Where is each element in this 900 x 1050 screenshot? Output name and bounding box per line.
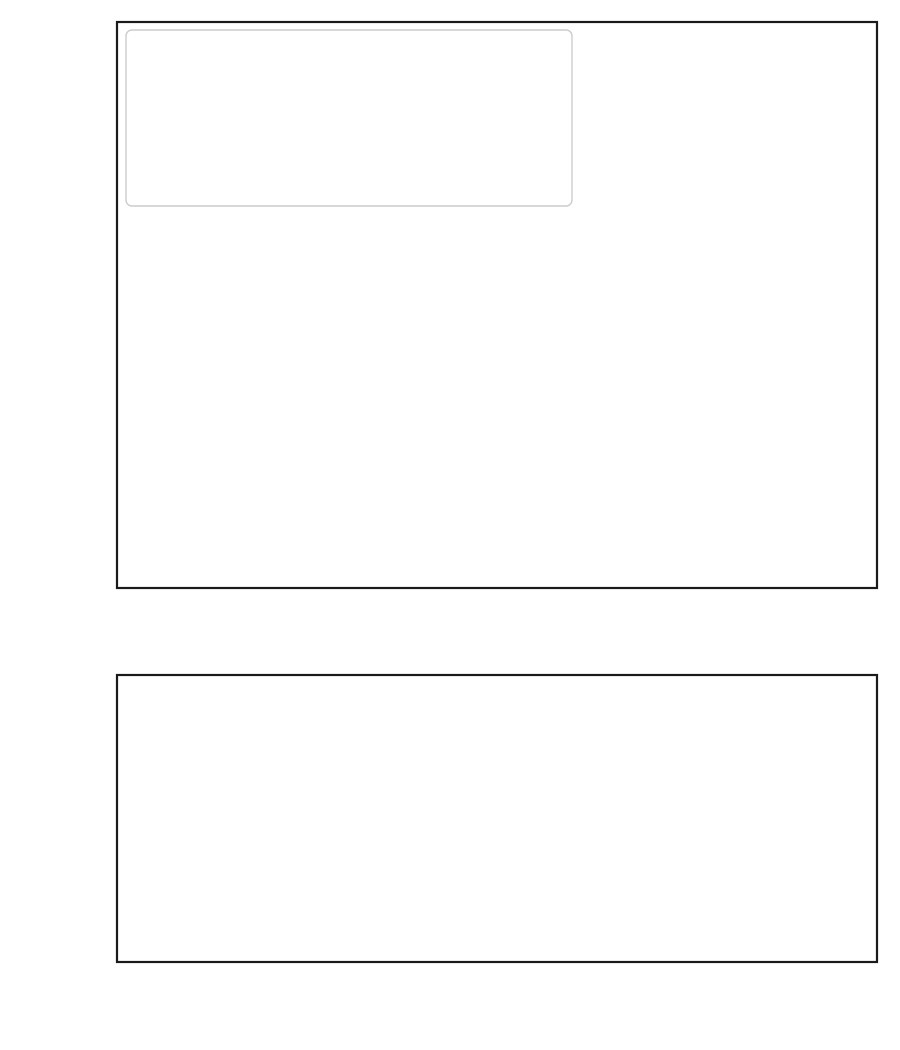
axes-frame-top [115,20,879,590]
axes-frame-bottom [115,673,879,964]
legend-box [125,29,573,207]
legend [125,29,573,207]
axes-fit-residuals [115,673,879,964]
axes-background-bottom [117,675,877,962]
